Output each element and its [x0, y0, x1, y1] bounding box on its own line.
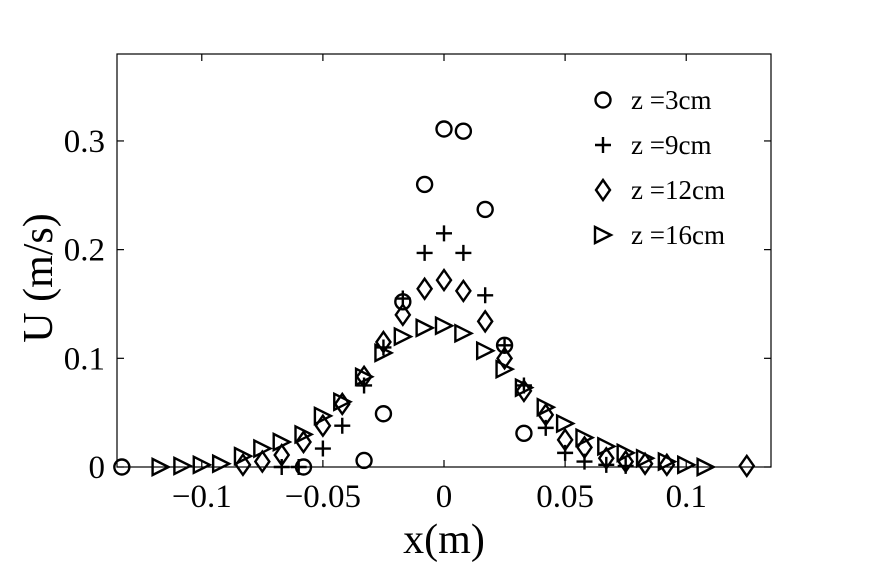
data-point — [173, 455, 194, 476]
series-1 — [273, 225, 634, 475]
data-point — [374, 405, 393, 423]
x-axis-title: x(m) — [403, 517, 485, 563]
data-point — [374, 329, 392, 355]
data-point — [253, 449, 271, 474]
data-point — [434, 315, 455, 336]
data-point — [616, 442, 637, 463]
x-axis-ticks: −0.1 −0.05 0 0.05 0.1 — [172, 54, 707, 515]
x-tick-label: −0.05 — [285, 479, 361, 515]
data-point — [394, 302, 412, 327]
data-point — [477, 287, 494, 304]
data-point — [454, 122, 473, 140]
data-point — [393, 326, 414, 347]
data-point — [658, 452, 676, 477]
data-point — [514, 377, 535, 398]
data-point — [314, 440, 331, 457]
legend-marker — [593, 225, 614, 245]
series-0 — [113, 120, 533, 476]
data-point — [476, 309, 494, 334]
data-point — [192, 454, 213, 475]
data-point — [416, 244, 433, 261]
series-2 — [234, 267, 756, 479]
y-tick-label: 0.3 — [64, 124, 105, 160]
data-point — [416, 276, 434, 301]
data-point — [333, 391, 353, 412]
data-point — [295, 429, 312, 455]
data-point — [557, 444, 574, 461]
legend-marker — [594, 177, 612, 203]
data-point — [374, 342, 395, 363]
data-point — [355, 364, 373, 389]
data-point — [435, 120, 453, 138]
data-markers — [113, 120, 756, 479]
legend: z =3cm z =9cm z =12cm z =16cm — [593, 85, 725, 250]
data-point — [253, 438, 274, 459]
data-point — [354, 366, 375, 387]
legend-marker — [594, 91, 612, 109]
data-point — [515, 424, 533, 443]
data-point — [436, 225, 452, 242]
data-point — [496, 337, 513, 354]
data-point — [536, 397, 557, 418]
data-point — [475, 340, 496, 361]
data-point — [597, 446, 615, 471]
x-tick-label: 0.1 — [666, 479, 707, 515]
data-point — [455, 244, 472, 261]
data-point — [476, 200, 494, 219]
x-tick-label: 0.05 — [536, 479, 594, 515]
y-tick-label: 0 — [89, 450, 106, 486]
data-point — [233, 446, 254, 467]
data-point — [211, 453, 232, 474]
legend-label: z =12cm — [631, 175, 725, 205]
data-point — [454, 323, 475, 344]
x-tick-label: 0 — [436, 479, 453, 515]
x-tick-label: −0.1 — [172, 479, 232, 515]
data-point — [272, 432, 293, 452]
data-point — [537, 402, 555, 427]
data-point — [294, 424, 315, 445]
plot-area — [116, 53, 772, 468]
data-point — [555, 413, 576, 434]
data-point — [151, 457, 172, 477]
data-point — [597, 436, 617, 457]
plot-frame — [116, 53, 772, 468]
data-point — [290, 459, 307, 475]
data-point — [575, 427, 596, 448]
data-point — [495, 359, 516, 380]
y-tick-label: 0.2 — [64, 233, 105, 269]
data-point — [738, 453, 756, 479]
legend-label: z =9cm — [631, 130, 711, 160]
data-point — [537, 419, 554, 436]
data-point — [313, 405, 334, 426]
data-point — [515, 378, 533, 404]
y-axis-ticks: 0 0.1 0.2 0.3 — [64, 124, 771, 486]
legend-label: z =3cm — [631, 85, 711, 115]
data-point — [273, 442, 291, 468]
y-axis-title: U (m/s) — [16, 213, 62, 343]
series-3 — [151, 315, 717, 477]
legend-label: z =16cm — [631, 220, 725, 250]
data-point — [496, 346, 514, 371]
data-point — [415, 175, 434, 194]
data-point — [677, 454, 697, 475]
data-point — [635, 448, 656, 469]
data-point — [415, 317, 436, 338]
data-point — [556, 427, 574, 452]
data-point — [454, 278, 472, 304]
data-point — [334, 417, 351, 434]
legend-marker — [595, 137, 611, 153]
y-tick-label: 0.1 — [64, 341, 105, 377]
data-point — [355, 451, 373, 470]
data-point — [113, 458, 131, 476]
data-point — [435, 267, 453, 293]
data-point — [696, 457, 717, 477]
data-point — [657, 451, 678, 472]
